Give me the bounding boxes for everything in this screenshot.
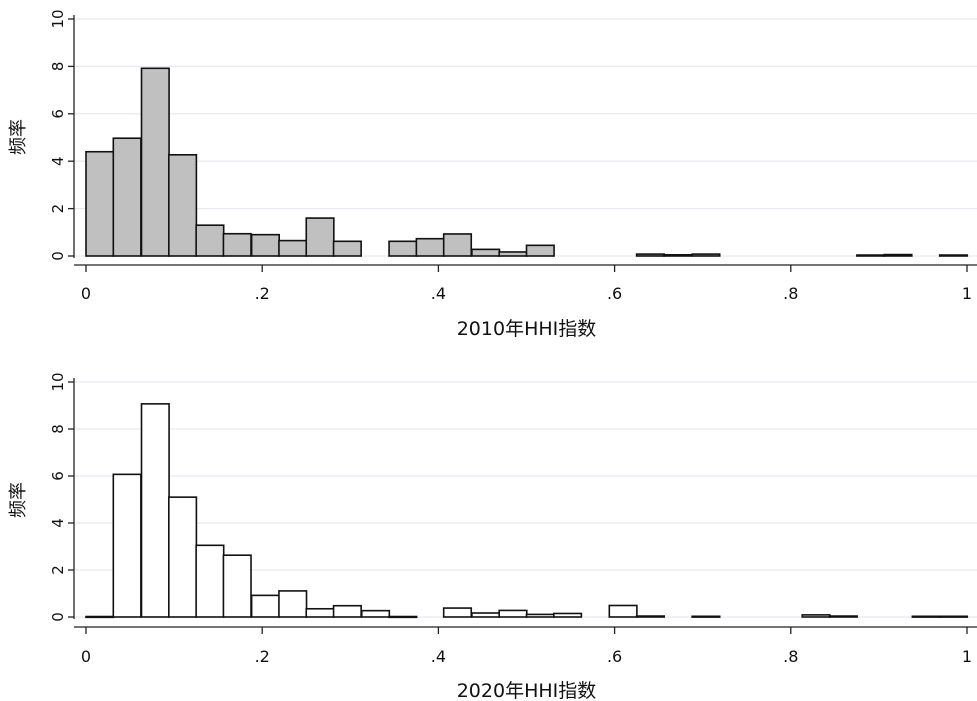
histogram-bar bbox=[498, 609, 528, 618]
histogram-bar bbox=[691, 615, 721, 618]
x-tick-label: 0 bbox=[81, 647, 91, 666]
y-tick-label: 2 bbox=[49, 204, 67, 214]
histogram-bar bbox=[553, 612, 583, 618]
histogram-bar bbox=[883, 253, 913, 257]
histogram-bar bbox=[938, 615, 969, 618]
y-tick-label: 4 bbox=[49, 518, 67, 528]
histogram-bar bbox=[471, 612, 501, 618]
histogram-bar bbox=[856, 254, 886, 257]
histogram-bar bbox=[801, 614, 831, 618]
histogram-bar bbox=[442, 233, 473, 257]
histogram-panel-2010: 0 2 4 6 8 10 频率 0 .2 .4 .6 .8 1 2010年HHI指数 bbox=[8, 9, 977, 340]
histogram-bar bbox=[415, 237, 445, 257]
x-tick-label: .2 bbox=[255, 284, 270, 303]
x-tick-label: 1 bbox=[962, 284, 972, 303]
histogram-bar bbox=[305, 607, 335, 618]
histogram-bar bbox=[360, 609, 391, 618]
histogram-bar bbox=[140, 67, 170, 257]
histogram-bar bbox=[112, 137, 142, 257]
y-tick-label: 10 bbox=[49, 9, 67, 28]
x-tick-label: .8 bbox=[783, 647, 798, 666]
y-axis-label: 频率 bbox=[8, 119, 29, 155]
y-tick-label: 10 bbox=[49, 372, 67, 391]
histogram-bar bbox=[168, 154, 198, 257]
histogram-panel-2020: 0 2 4 6 8 10 频率 0 .2 .4 .6 .8 1 2020年HHI指数 bbox=[8, 372, 977, 701]
histogram-bar bbox=[828, 615, 858, 618]
histogram-bar bbox=[195, 544, 225, 618]
x-axis-label: 2020年HHI指数 bbox=[457, 680, 597, 701]
y-tick-label: 6 bbox=[49, 109, 67, 119]
y-tick-label: 8 bbox=[49, 424, 67, 434]
histogram-bar bbox=[388, 615, 418, 619]
histogram-bar bbox=[498, 251, 528, 257]
y-tick-label: 6 bbox=[49, 471, 67, 481]
histogram-bar bbox=[525, 244, 555, 257]
y-tick-label: 0 bbox=[49, 612, 67, 622]
x-tick-label: 1 bbox=[962, 647, 972, 666]
histogram-bar bbox=[140, 403, 170, 618]
histogram-bar bbox=[112, 473, 142, 618]
histogram-bar bbox=[442, 607, 473, 618]
y-tick-label: 0 bbox=[49, 251, 67, 261]
histogram-bar bbox=[608, 604, 638, 618]
histogram-bar bbox=[85, 150, 115, 257]
x-tick-label: 0 bbox=[81, 284, 91, 303]
histogram-bar bbox=[278, 239, 308, 257]
histogram-bar bbox=[250, 594, 281, 618]
histogram-bar bbox=[471, 248, 501, 257]
histogram-bar bbox=[222, 554, 252, 618]
x-tick-label: .8 bbox=[783, 284, 798, 303]
histogram-bar bbox=[332, 604, 362, 618]
y-tick-label: 8 bbox=[49, 62, 67, 72]
x-tick-label: .2 bbox=[255, 647, 270, 666]
histogram-bar bbox=[911, 615, 941, 618]
x-tick-label: .6 bbox=[607, 647, 622, 666]
histogram-bar bbox=[168, 496, 198, 618]
y-axis-label: 频率 bbox=[8, 482, 29, 518]
histogram-bar bbox=[195, 224, 225, 257]
histogram-bar bbox=[85, 615, 115, 619]
y-tick-label: 2 bbox=[49, 565, 67, 575]
histogram-bar bbox=[250, 233, 281, 257]
histogram-bar bbox=[278, 590, 308, 618]
histogram-bar bbox=[388, 240, 418, 257]
histogram-bar bbox=[938, 254, 969, 257]
x-axis-label: 2010年HHI指数 bbox=[457, 318, 597, 340]
histogram-bar bbox=[222, 232, 252, 257]
histogram-bar bbox=[635, 615, 666, 618]
histogram-bar bbox=[635, 253, 666, 257]
histogram-bar bbox=[332, 240, 362, 257]
x-tick-label: .6 bbox=[607, 284, 622, 303]
y-tick-label: 4 bbox=[49, 156, 67, 166]
x-tick-label: .4 bbox=[431, 647, 446, 666]
histogram-bar bbox=[663, 254, 693, 257]
histogram-bar bbox=[525, 613, 555, 618]
x-tick-label: .4 bbox=[431, 284, 446, 303]
histogram-bar bbox=[691, 253, 721, 257]
histogram-bar bbox=[305, 217, 335, 257]
